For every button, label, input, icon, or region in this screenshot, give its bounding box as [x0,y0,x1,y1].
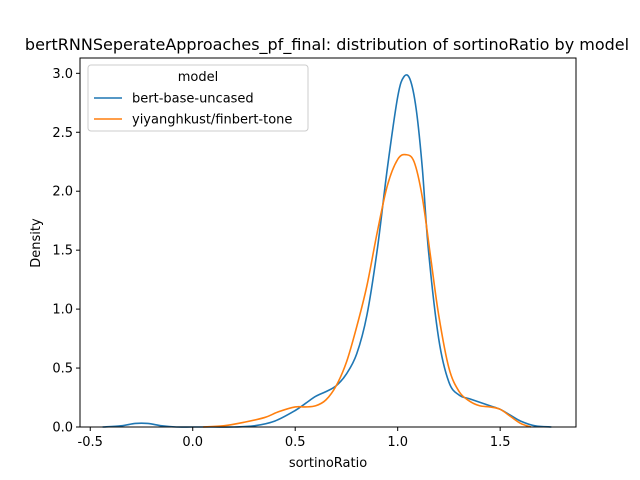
x-tick-label: -0.5 [78,435,103,450]
x-tick-label: 1.5 [490,435,511,450]
y-tick-label: 1.5 [52,244,73,259]
y-tick-label: 3.0 [52,67,73,82]
y-axis: 0.0 0.5 1.0 1.5 2.0 2.5 3.0 [52,67,80,436]
y-tick-label: 0.5 [52,362,73,377]
legend-box [87,64,309,132]
y-tick-label: 2.5 [52,126,73,141]
x-tick-label: 0.5 [285,435,306,450]
series-line-2 [202,153,532,428]
x-axis: -0.5 0.0 0.5 1.0 1.5 [78,427,511,450]
legend-label-1: bert-base-uncased [132,92,254,107]
legend-label-2: yiyanghkust/finbert-tone [132,113,292,128]
plot-frame [79,57,577,428]
legend-title: model [178,70,218,85]
x-axis-label: sortinoRatio [289,456,367,471]
y-tick-label: 1.0 [52,303,73,318]
legend: model bert-base-uncased yiyanghkust/finber… [87,64,309,132]
x-tick-label: 0.0 [182,435,203,450]
x-tick-label: 1.0 [387,435,408,450]
y-axis-label: Density [29,218,44,268]
y-tick-label: 0.0 [52,421,73,436]
y-tick-label: 2.0 [52,185,73,200]
chart-title: bertRNNSeperateApproaches_pf_final: dist… [25,35,629,55]
